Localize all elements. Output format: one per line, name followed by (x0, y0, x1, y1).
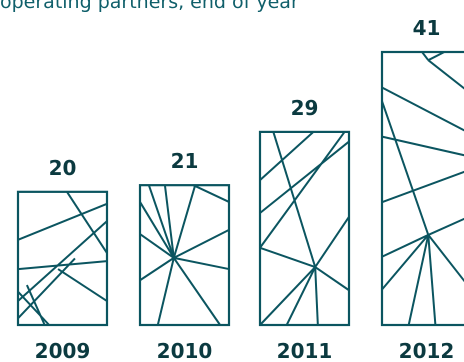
bar-pattern-line (172, 257, 221, 326)
bar-pattern-line (314, 266, 350, 292)
x-tick-label-2012: 2012 (399, 339, 455, 362)
bar-pattern-2009 (17, 191, 108, 326)
bar-pattern-line (259, 140, 350, 214)
value-label-2010: 21 (171, 149, 199, 173)
bar-pattern-2010 (139, 184, 230, 326)
bar-pattern-line (192, 184, 230, 203)
bar-pattern-line (173, 256, 230, 271)
bar-pattern-line (57, 268, 108, 302)
bar-pattern-line (139, 201, 175, 259)
bar-2010 (138, 184, 231, 327)
bar-pattern-line (381, 100, 430, 236)
bar-pattern-line (381, 234, 430, 291)
bar-pattern-line (272, 131, 317, 268)
bar-pattern-line (17, 291, 50, 326)
value-label-2009: 20 (49, 156, 77, 180)
bar-pattern-line (156, 257, 175, 326)
bar-pattern-line (147, 184, 175, 259)
bar-pattern-line (259, 131, 315, 181)
x-tick-label-2010: 2010 (157, 339, 213, 362)
bar-pattern-line (172, 184, 197, 259)
bar-pattern-line (66, 191, 108, 254)
bar-pattern-line (427, 51, 445, 62)
bar-pattern-line (427, 234, 464, 283)
bar-pattern-line (17, 202, 108, 241)
bar-group-2012: 41 2012 (380, 16, 464, 362)
bar-pattern-line (427, 217, 464, 236)
bar-pattern-line (421, 51, 430, 61)
bar-pattern-2012 (381, 51, 464, 326)
bar-pattern-line (259, 246, 316, 269)
bar-pattern-line (173, 229, 230, 259)
bar-pattern-line (139, 233, 175, 259)
bar-pattern-line (259, 266, 316, 326)
bar-pattern-line (314, 267, 319, 326)
bar-pattern-line (381, 86, 464, 132)
bar-pattern-line (427, 234, 437, 326)
x-tick-label-2011: 2011 (277, 339, 333, 362)
bar-pattern-line (259, 131, 346, 249)
bar-pattern-line (381, 170, 464, 204)
value-label-2011: 29 (291, 96, 319, 120)
chart-caption: operating partners, end of year (0, 0, 299, 13)
value-label-2012: 41 (413, 16, 441, 40)
bar-pattern-line (163, 185, 175, 259)
bar-group-2009: 20 2009 (16, 156, 109, 362)
bar-2009 (16, 190, 109, 327)
bar-2012 (380, 50, 464, 327)
bar-pattern-line (381, 234, 429, 258)
bar-pattern-line (407, 234, 430, 326)
bar-2011 (258, 130, 351, 327)
bar-pattern-line (285, 266, 317, 326)
x-tick-label-2009: 2009 (35, 339, 91, 362)
bar-pattern-line (139, 257, 175, 282)
bar-group-2010: 21 2010 (138, 149, 231, 362)
bar-group-2011: 29 2011 (258, 96, 351, 362)
bar-pattern-line (17, 220, 108, 302)
bar-pattern-line (314, 216, 350, 268)
bar-pattern-line (17, 260, 108, 271)
bar-pattern-2011 (259, 131, 350, 326)
bar-pattern-line (427, 59, 464, 90)
bar-pattern-line (17, 257, 76, 320)
